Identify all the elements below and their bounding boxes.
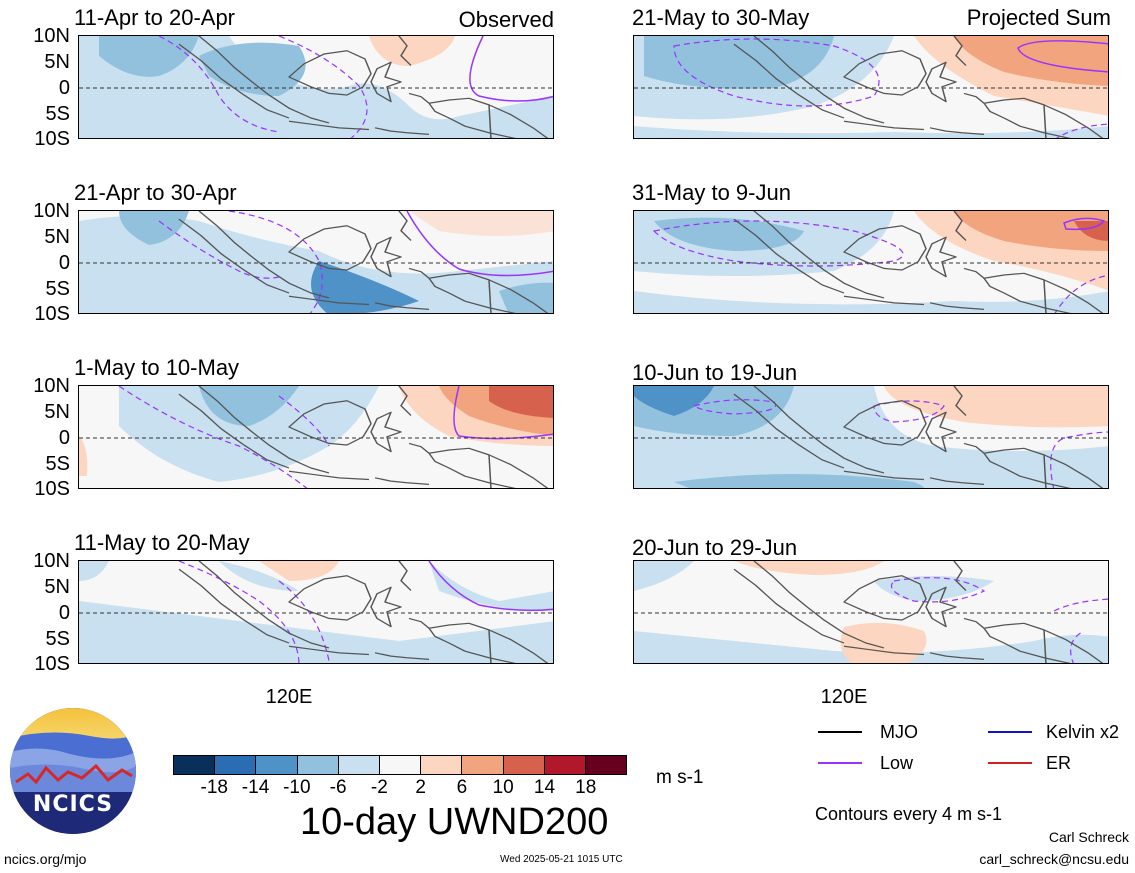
colorbar-swatch-6 (379, 756, 422, 774)
colorbar-swatch-9 (503, 756, 545, 774)
y-tick-0: 0 (58, 252, 70, 274)
map-panel-21may-30may (633, 35, 1109, 139)
panel-title-3: 1-May to 10-May (74, 355, 240, 380)
legend-label-kelvin: Kelvin x2 (1046, 722, 1120, 742)
units-label: m s-1 (656, 767, 704, 788)
colorbar-swatch-8 (462, 756, 504, 774)
footer-timestamp: Wed 2025-05-21 1015 UTC (500, 854, 623, 865)
panel-title-5: 21-May to 30-May (632, 5, 810, 30)
x-tick-120e-right: 120E (820, 686, 868, 708)
logo-text: NCICS (32, 792, 114, 817)
colorbar-swatch-5 (338, 756, 380, 774)
y-tick-10s: 10S (34, 478, 70, 500)
x-tick-120e-left: 120E (265, 686, 313, 708)
y-tick-10s: 10S (34, 303, 70, 325)
legend-swatch-er (988, 762, 1032, 764)
y-tick-5s: 5S (45, 453, 70, 475)
panel-title-2: 21-Apr to 30-Apr (74, 180, 237, 205)
colorbar-tick-label: 14 (533, 777, 556, 798)
legend-swatch-kelvin (988, 731, 1032, 733)
y-tick-5s: 5S (45, 103, 70, 125)
projected-header: Projected Sum (966, 5, 1111, 30)
footer-email: carl_schreck@ncsu.edu (979, 851, 1129, 867)
panel-title-7: 10-Jun to 19-Jun (632, 360, 798, 385)
map-panel-31may-9jun (633, 210, 1109, 314)
y-tick-10n: 10N (33, 375, 70, 397)
colorbar-tick-label: 2 (415, 777, 426, 798)
colorbar-tick-label: -14 (241, 777, 270, 798)
map-panel-10jun-19jun (633, 385, 1109, 489)
colorbar-tick-label: 18 (575, 777, 597, 798)
y-tick-0: 0 (58, 77, 70, 99)
footer-url: ncics.org/mjo (4, 851, 87, 867)
contour-note: Contours every 4 m s-1 (815, 804, 1003, 824)
legend-swatch-low (818, 762, 862, 764)
y-tick-10n: 10N (33, 200, 70, 222)
y-tick-10s: 10S (34, 128, 70, 150)
panel-title-8: 20-Jun to 29-Jun (632, 535, 798, 560)
colorbar-swatch-3 (256, 756, 298, 774)
y-tick-5n: 5N (44, 576, 70, 598)
colorbar-tick-label: -6 (329, 777, 347, 798)
legend-label-low: Low (880, 753, 914, 773)
panel-title-1: 11-Apr to 20-Apr (74, 5, 236, 30)
colorbar-tick-label: -10 (283, 777, 311, 798)
colorbar-swatch-4 (297, 756, 339, 774)
y-tick-0: 0 (58, 427, 70, 449)
panel-title-6: 31-May to 9-Jun (632, 180, 791, 205)
colorbar-swatch-1 (174, 756, 216, 774)
map-panel-1may-10may (78, 385, 554, 489)
y-tick-5s: 5S (45, 628, 70, 650)
y-tick-5s: 5S (45, 278, 70, 300)
y-tick-5n: 5N (44, 401, 70, 423)
map-panel-11may-20may (78, 560, 554, 664)
ncics-logo: NCICS (10, 708, 136, 834)
map-panel-11apr-20apr (78, 35, 554, 139)
y-tick-5n: 5N (44, 51, 70, 73)
colorbar-swatch-11 (585, 756, 627, 774)
map-panel-20jun-29jun (633, 560, 1109, 664)
colorbar-tick-label: 10 (492, 777, 514, 798)
colorbar-tick-label: -2 (370, 777, 388, 798)
colorbar-swatch-10 (544, 756, 586, 774)
y-tick-5n: 5N (44, 226, 70, 248)
y-tick-0: 0 (58, 602, 70, 624)
footer-author: Carl Schreck (1048, 829, 1129, 845)
legend-label-er: ER (1046, 753, 1072, 773)
figure-title: 10-day UWND200 (300, 801, 609, 843)
legend-swatch-mjo (818, 731, 862, 733)
observed-header: Observed (458, 7, 554, 32)
colorbar-tick-label: 6 (456, 777, 468, 798)
colorbar-swatch-2 (215, 756, 257, 774)
legend-label-mjo: MJO (880, 722, 918, 742)
panel-title-4: 11-May to 20-May (74, 530, 250, 555)
colorbar-swatch-7 (421, 756, 463, 774)
y-tick-10n: 10N (33, 25, 70, 47)
y-tick-10s: 10S (34, 653, 70, 675)
map-panel-21apr-30apr (78, 210, 554, 314)
y-tick-10n: 10N (33, 550, 70, 572)
colorbar-tick-label: -18 (200, 777, 228, 798)
